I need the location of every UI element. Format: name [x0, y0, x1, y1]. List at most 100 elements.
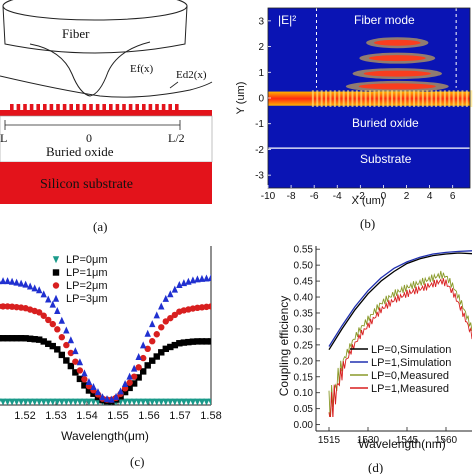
- c-data-point: [72, 358, 79, 365]
- grating-field-ripple: [311, 90, 314, 107]
- grating-field-ripple: [377, 90, 380, 107]
- c-data-point: [81, 398, 88, 405]
- b-xtick-label: 6: [450, 191, 456, 202]
- c-data-point: [72, 369, 79, 376]
- c-data-point: [126, 379, 133, 386]
- length-marker: [4, 120, 181, 130]
- c-data-point: [167, 314, 174, 322]
- c-data-point: [130, 364, 138, 372]
- d-plot-area: 0.00 0.05 0.10 0.15 0.20 0.25 0.30 0.35 0.40 0.45…: [294, 245, 472, 446]
- c-data-point: [189, 276, 197, 284]
- c-data-point: [189, 398, 197, 405]
- grating-tooth: [29, 104, 34, 110]
- grating-field-ripple: [426, 90, 429, 107]
- c-data-point: [158, 398, 165, 405]
- c-data-point: [45, 295, 52, 303]
- c-data-point: [149, 357, 156, 364]
- mode-lobe-core: [358, 83, 436, 90]
- c-xtick-label: 1.52: [14, 410, 35, 422]
- grating-tooth: [82, 104, 87, 110]
- c-data-point: [171, 311, 179, 319]
- c-data-point: [194, 338, 201, 345]
- c-data-point: [171, 341, 179, 349]
- panel-d: 0.00 0.05 0.10 0.15 0.20 0.25 0.30 0.35 0.40 0.45…: [277, 245, 472, 474]
- c-data-point: [17, 279, 25, 287]
- ed2-label: Ed2(x): [176, 69, 207, 81]
- c-data-point: [149, 320, 156, 328]
- c-data-point: [207, 303, 211, 310]
- c-xtick-label: 1.58: [200, 410, 221, 422]
- c-data-point: [4, 303, 11, 310]
- panel-b-caption: (b): [360, 216, 375, 231]
- c-data-point: [67, 336, 75, 344]
- d-xtick-label: 1560: [435, 435, 458, 446]
- c-data-point: [194, 275, 201, 283]
- c-data-point: [0, 335, 7, 342]
- b-xtick-label: -4: [333, 191, 342, 202]
- grating-field-ripple: [395, 90, 398, 107]
- grating-field-ripple: [369, 90, 372, 107]
- c-data-point: [130, 380, 138, 387]
- c-data-point: [176, 398, 183, 405]
- buried-oxide-label: Buried oxide: [46, 144, 114, 159]
- c-data-point: [112, 392, 120, 400]
- c-data-point: [58, 351, 66, 359]
- c-data-point: [0, 303, 7, 310]
- c-data-point: [85, 387, 93, 394]
- c-data-point: [162, 318, 169, 325]
- c-data-point: [139, 398, 147, 405]
- grating-field-ripple: [355, 90, 358, 107]
- c-data-point: [130, 398, 138, 405]
- grating-field-ripple: [430, 90, 433, 107]
- c-data-point: [63, 341, 70, 349]
- c-data-point: [90, 398, 97, 405]
- d-legend-label: LP=0,Measured: [371, 370, 449, 382]
- d-series-line-3: [328, 278, 472, 417]
- c-data-point: [94, 388, 102, 396]
- c-data-point: [22, 398, 29, 405]
- c-data-point: [189, 338, 197, 345]
- grating-field-ripple: [457, 90, 460, 107]
- d-legend-label: LP=1,Simulation: [371, 357, 451, 369]
- field-intensity: [268, 8, 473, 149]
- c-data-point: [45, 316, 52, 324]
- c-data-point: [54, 326, 61, 333]
- panel-d-caption: (d): [368, 460, 383, 474]
- b-ytick-label: -3: [255, 171, 264, 182]
- c-data-point: [63, 357, 70, 364]
- b-xtick-label: 2: [404, 191, 410, 202]
- c-data-point: [54, 306, 61, 314]
- ed2-pointer: [169, 81, 179, 89]
- c-data-point: [167, 398, 174, 405]
- c-data-point: [194, 398, 201, 405]
- c-legend-label: LP=1μm: [66, 267, 108, 279]
- fiber-body: [2, 5, 188, 54]
- b-xtick-label: -6: [310, 191, 319, 202]
- c-data-point: [54, 346, 61, 353]
- c-data-point: [8, 277, 16, 285]
- c-data-point: [153, 398, 160, 405]
- c-legend-marker: [52, 282, 60, 289]
- c-series-1: [0, 335, 211, 405]
- b-xtick-label: 4: [427, 191, 433, 202]
- field-map-axes: -10 -8 -6 -4 -2 0 2 4 6 3 2 1 0 -1 -2 -3: [255, 7, 471, 202]
- grating-field-ripple: [452, 90, 455, 107]
- c-data-point: [67, 362, 75, 370]
- c-data-point: [40, 338, 47, 345]
- grating-tooth: [161, 104, 166, 110]
- c-data-point: [121, 388, 129, 396]
- d-ytick-label: 0.20: [294, 356, 314, 367]
- c-data-point: [8, 335, 16, 342]
- c-data-point: [0, 398, 7, 405]
- c-data-point: [4, 398, 11, 405]
- c-data-point: [31, 284, 38, 292]
- grating: [10, 104, 179, 110]
- b-xtick-label: 0: [381, 191, 387, 202]
- grating-field-ripple: [338, 90, 341, 107]
- d-ytick-label: 0.45: [294, 277, 314, 288]
- c-data-point: [126, 384, 133, 392]
- c-data-point: [26, 282, 34, 290]
- b-ytick-label: -1: [255, 119, 264, 130]
- d-ytick-label: 0.35: [294, 308, 314, 319]
- c-plot-area: 1.52 1.53 1.54 1.55 1.56 1.57 1.58: [0, 246, 222, 422]
